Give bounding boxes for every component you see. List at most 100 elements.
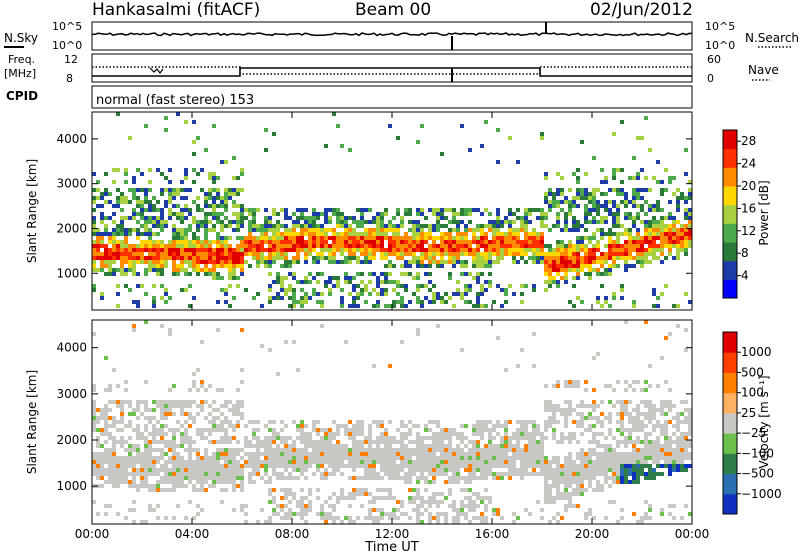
heat-cell xyxy=(240,508,244,512)
heat-cell xyxy=(484,256,488,260)
heat-cell xyxy=(296,464,300,468)
heat-cell xyxy=(616,208,620,212)
heat-cell xyxy=(488,444,492,448)
heat-cell xyxy=(288,456,292,460)
heat-cell xyxy=(392,224,396,228)
heat-cell xyxy=(108,200,112,204)
heat-cell xyxy=(324,468,328,472)
heat-cell xyxy=(388,436,392,440)
heat-cell xyxy=(392,496,396,500)
heat-cell xyxy=(360,448,364,452)
heat-cell xyxy=(568,256,572,260)
heat-cell xyxy=(272,132,276,136)
heat-cell xyxy=(556,440,560,444)
heat-cell xyxy=(268,228,272,232)
heat-cell xyxy=(324,456,328,460)
heat-cell xyxy=(660,232,664,236)
heat-cell xyxy=(124,272,128,276)
heat-cell xyxy=(388,460,392,464)
heat-cell xyxy=(660,412,664,416)
y-tick-label: 4000 xyxy=(56,132,87,146)
heat-cell xyxy=(216,468,220,472)
heat-cell xyxy=(396,292,400,296)
heat-cell xyxy=(488,452,492,456)
heat-cell xyxy=(104,264,108,268)
heat-cell xyxy=(136,252,140,256)
heat-cell xyxy=(588,236,592,240)
heat-cell xyxy=(108,216,112,220)
heat-cell xyxy=(140,468,144,472)
heat-cell xyxy=(276,464,280,468)
heat-cell xyxy=(108,464,112,468)
heat-cell xyxy=(148,432,152,436)
heat-cell xyxy=(224,472,228,476)
heat-cell xyxy=(564,484,568,488)
heat-cell xyxy=(252,228,256,232)
heat-cell xyxy=(680,400,684,404)
heat-cell xyxy=(576,488,580,492)
heat-cell xyxy=(216,272,220,276)
heat-cell xyxy=(316,252,320,256)
heat-cell xyxy=(328,228,332,232)
heat-cell xyxy=(636,436,640,440)
heat-cell xyxy=(564,384,568,388)
heat-cell xyxy=(540,448,544,452)
heat-cell xyxy=(576,220,580,224)
heat-cell xyxy=(400,256,404,260)
heat-cell xyxy=(500,516,504,520)
heat-cell xyxy=(604,244,608,248)
heat-cell xyxy=(228,284,232,288)
heat-cell xyxy=(396,232,400,236)
heat-cell xyxy=(256,252,260,256)
heat-cell xyxy=(544,172,548,176)
heat-cell xyxy=(328,248,332,252)
heat-cell xyxy=(332,284,336,288)
heat-cell xyxy=(220,404,224,408)
heat-cell xyxy=(488,500,492,504)
colorbar-swatch xyxy=(723,167,737,187)
heat-cell xyxy=(256,236,260,240)
heat-cell xyxy=(196,272,200,276)
heat-cell xyxy=(388,444,392,448)
heat-cell xyxy=(632,248,636,252)
heat-cell xyxy=(136,484,140,488)
heat-cell xyxy=(536,244,540,248)
heat-cell xyxy=(432,228,436,232)
heat-cell xyxy=(444,208,448,212)
heat-cell xyxy=(332,228,336,232)
heat-cell xyxy=(188,224,192,228)
heat-cell xyxy=(560,200,564,204)
heat-cell xyxy=(140,480,144,484)
heat-cell xyxy=(184,464,188,468)
heat-cell xyxy=(632,204,636,208)
heat-cell xyxy=(316,216,320,220)
heat-cell xyxy=(356,272,360,276)
heat-cell xyxy=(240,172,244,176)
heat-cell xyxy=(664,424,668,428)
heat-cell xyxy=(228,244,232,248)
heat-cell xyxy=(144,464,148,468)
heat-cell xyxy=(624,240,628,244)
heat-cell xyxy=(320,248,324,252)
heat-cell xyxy=(188,244,192,248)
heat-cell xyxy=(268,444,272,448)
heat-cell xyxy=(568,204,572,208)
heat-cell xyxy=(524,468,528,472)
heat-cell xyxy=(188,252,192,256)
heat-cell xyxy=(620,476,624,480)
heat-cell xyxy=(92,428,96,432)
heat-cell xyxy=(524,284,528,288)
heat-cell xyxy=(592,208,596,212)
heat-cell xyxy=(524,224,528,228)
heat-cell xyxy=(312,228,316,232)
heat-cell xyxy=(532,432,536,436)
heat-cell xyxy=(424,248,428,252)
heat-cell xyxy=(448,452,452,456)
heat-cell xyxy=(100,268,104,272)
heat-cell xyxy=(548,408,552,412)
heat-cell xyxy=(116,268,120,272)
heat-cell xyxy=(272,460,276,464)
heat-cell xyxy=(448,464,452,468)
heat-cell xyxy=(300,440,304,444)
heat-cell xyxy=(268,348,272,352)
